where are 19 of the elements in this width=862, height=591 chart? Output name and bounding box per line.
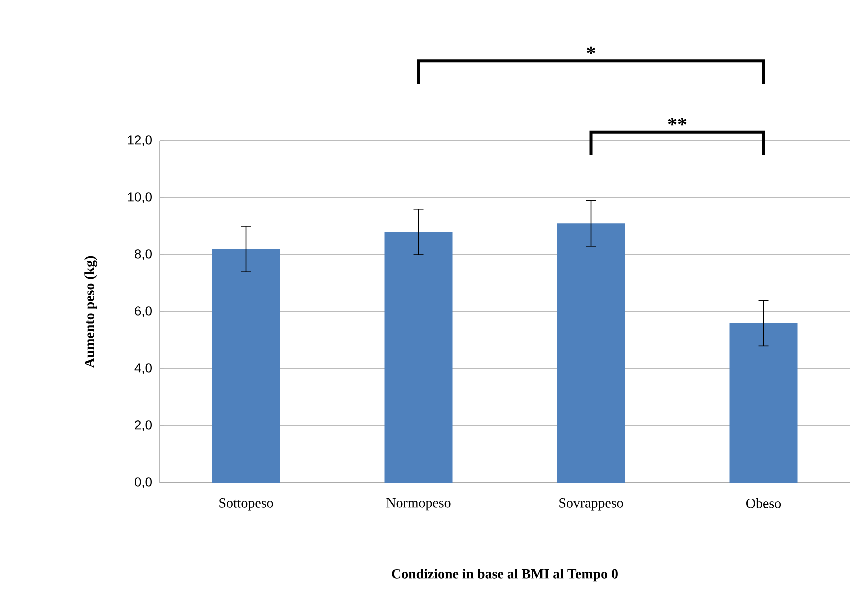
y-tick-label: 10,0	[128, 192, 152, 204]
text: *	[587, 46, 596, 54]
text: **	[668, 118, 687, 126]
bar	[212, 249, 280, 483]
x-tick-label: Normopeso	[386, 498, 451, 511]
x-tick-label: Sovrappeso	[560, 498, 624, 511]
y-tick-label: 0,0	[134, 478, 152, 488]
x-axis-title: Condizione in base al BMI al Tempo 0	[392, 568, 618, 582]
bar	[557, 224, 626, 483]
y-tick-label: 12,0	[128, 136, 152, 146]
y-tick-label: 6,0	[135, 306, 152, 318]
x-tick-label: Sottopeso	[220, 498, 274, 511]
y-axis-title: Aumento peso (kg)	[84, 256, 98, 368]
y-tick-label: 2,0	[135, 420, 152, 432]
x-tick-label: Obeso	[746, 498, 782, 508]
bar	[730, 323, 798, 483]
y-tick-label: 8,0	[135, 250, 152, 260]
bar	[384, 232, 453, 483]
y-tick-label: 4,0	[134, 364, 152, 374]
